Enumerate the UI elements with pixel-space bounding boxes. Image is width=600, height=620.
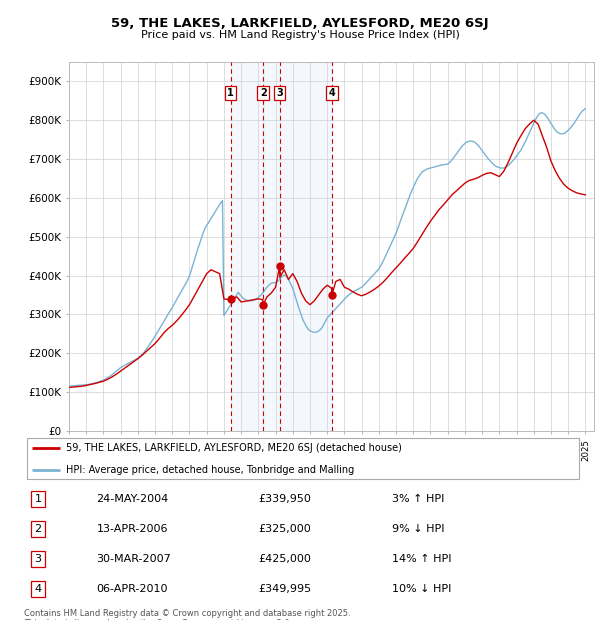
Text: 1: 1 — [227, 88, 234, 98]
Text: 06-APR-2010: 06-APR-2010 — [97, 585, 168, 595]
Text: 3: 3 — [34, 554, 41, 564]
Text: £425,000: £425,000 — [259, 554, 311, 564]
Text: 30-MAR-2007: 30-MAR-2007 — [97, 554, 171, 564]
Text: 3% ↑ HPI: 3% ↑ HPI — [392, 494, 445, 503]
Text: 3: 3 — [277, 88, 283, 98]
Text: £349,995: £349,995 — [259, 585, 311, 595]
Text: 13-APR-2006: 13-APR-2006 — [97, 524, 168, 534]
Bar — [263, 62, 280, 431]
Bar — [280, 62, 332, 431]
Text: 2: 2 — [260, 88, 266, 98]
Text: 4: 4 — [34, 585, 41, 595]
Text: 59, THE LAKES, LARKFIELD, AYLESFORD, ME20 6SJ (detached house): 59, THE LAKES, LARKFIELD, AYLESFORD, ME2… — [66, 443, 402, 453]
Text: 14% ↑ HPI: 14% ↑ HPI — [392, 554, 452, 564]
FancyBboxPatch shape — [27, 438, 579, 479]
Text: 2: 2 — [34, 524, 41, 534]
Text: 9% ↓ HPI: 9% ↓ HPI — [392, 524, 445, 534]
Text: 10% ↓ HPI: 10% ↓ HPI — [392, 585, 452, 595]
Text: 59, THE LAKES, LARKFIELD, AYLESFORD, ME20 6SJ: 59, THE LAKES, LARKFIELD, AYLESFORD, ME2… — [111, 17, 489, 30]
Text: £325,000: £325,000 — [259, 524, 311, 534]
Text: Contains HM Land Registry data © Crown copyright and database right 2025.
This d: Contains HM Land Registry data © Crown c… — [24, 609, 350, 620]
Text: £339,950: £339,950 — [259, 494, 311, 503]
Bar — [230, 62, 263, 431]
Text: 4: 4 — [328, 88, 335, 98]
Text: 1: 1 — [34, 494, 41, 503]
Text: 24-MAY-2004: 24-MAY-2004 — [97, 494, 169, 503]
Text: HPI: Average price, detached house, Tonbridge and Malling: HPI: Average price, detached house, Tonb… — [66, 464, 354, 475]
Text: Price paid vs. HM Land Registry's House Price Index (HPI): Price paid vs. HM Land Registry's House … — [140, 30, 460, 40]
